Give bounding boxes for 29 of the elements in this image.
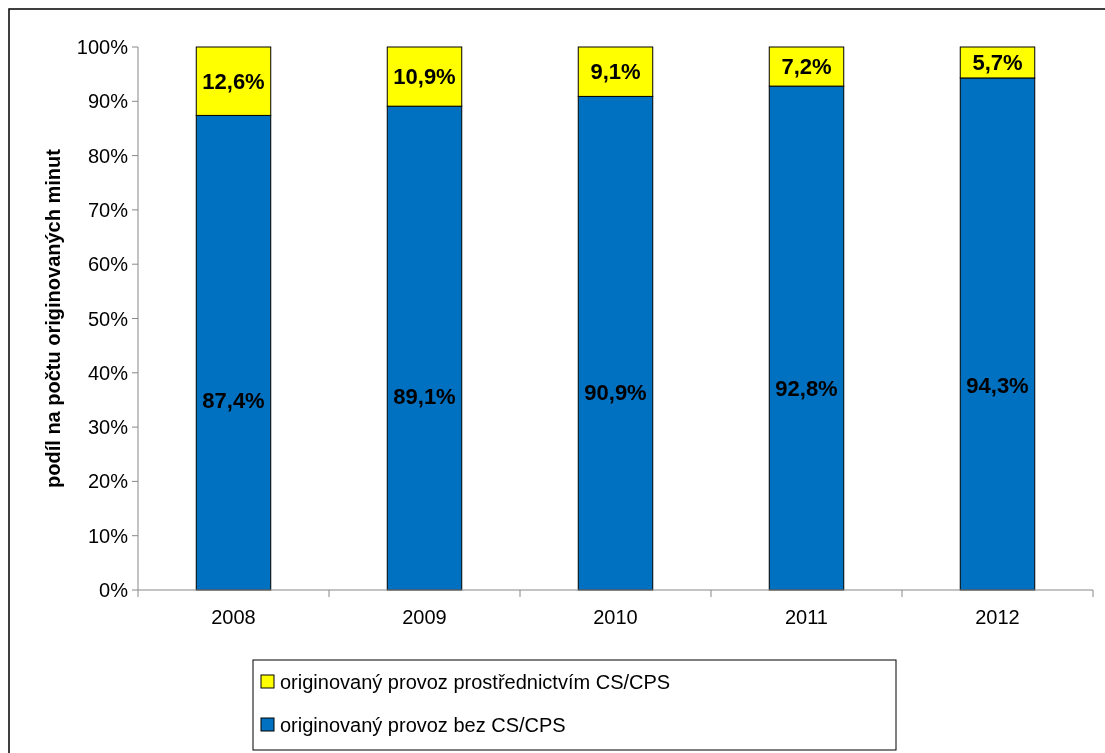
legend-label: originovaný provoz bez CS/CPS [280, 714, 566, 736]
x-tick-label: 2012 [975, 606, 1020, 628]
x-tick-label: 2010 [593, 606, 638, 628]
data-label: 9,1% [590, 59, 641, 85]
x-tick-label: 2011 [784, 606, 829, 628]
y-tick-label: 30% [87, 416, 129, 439]
y-tick-label: 10% [87, 524, 129, 547]
legend-label: originovaný provoz prostřednictvím CS/CPS [280, 671, 671, 693]
y-tick-label: 50% [87, 307, 129, 330]
data-label: 90,9% [584, 380, 647, 406]
data-label: 7,2% [781, 54, 832, 80]
y-tick-label: 20% [87, 470, 129, 493]
y-tick-label: 70% [87, 198, 129, 221]
y-tick-label: 0% [99, 579, 129, 601]
data-label: 94,3% [966, 372, 1029, 398]
data-label: 12,6% [202, 68, 265, 94]
x-tick-label: 2009 [402, 606, 447, 628]
y-tick-label: 60% [87, 253, 129, 276]
data-label: 5,7% [972, 50, 1023, 76]
data-label: 10,9% [393, 64, 456, 90]
y-tick-label: 80% [87, 144, 129, 167]
x-tick-label: 2008 [211, 606, 256, 628]
y-tick-label: 100% [76, 36, 129, 58]
y-tick-label: 90% [87, 90, 129, 113]
y-axis-title: podíl na počtu originovaných minut [42, 148, 64, 488]
data-label: 89,1% [393, 384, 456, 410]
data-label: 87,4% [202, 387, 265, 413]
data-label: 92,8% [775, 376, 838, 402]
y-tick-label: 40% [87, 361, 129, 384]
